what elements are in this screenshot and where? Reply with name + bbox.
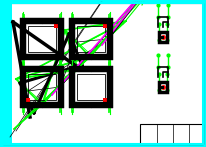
Bar: [166, 91, 168, 93]
Bar: [72, 21, 110, 57]
Bar: [108, 19, 112, 23]
Bar: [59, 67, 63, 71]
Bar: [54, 21, 61, 28]
Bar: [21, 19, 25, 23]
Bar: [108, 55, 112, 59]
Bar: [59, 55, 63, 59]
Bar: [166, 31, 168, 33]
Bar: [166, 41, 168, 43]
Bar: [59, 19, 63, 23]
Bar: [21, 103, 25, 107]
Bar: [28, 26, 56, 52]
Bar: [21, 55, 25, 59]
Bar: [162, 35, 165, 39]
Bar: [70, 103, 74, 107]
Bar: [158, 41, 160, 43]
Bar: [158, 81, 160, 83]
Bar: [23, 98, 30, 105]
Bar: [77, 74, 105, 100]
Bar: [70, 67, 74, 71]
Bar: [159, 32, 167, 42]
Bar: [162, 86, 165, 88]
Bar: [103, 98, 110, 105]
Bar: [23, 21, 61, 57]
Bar: [108, 103, 112, 107]
Bar: [72, 69, 110, 105]
Bar: [158, 91, 160, 93]
Bar: [158, 31, 160, 33]
Bar: [140, 124, 203, 144]
Bar: [166, 81, 168, 83]
Bar: [103, 21, 110, 28]
Bar: [72, 21, 110, 57]
Bar: [70, 19, 74, 23]
Bar: [23, 69, 61, 105]
Bar: [72, 69, 110, 105]
Bar: [28, 74, 56, 100]
Bar: [70, 55, 74, 59]
Bar: [108, 67, 112, 71]
Bar: [23, 69, 61, 105]
Bar: [21, 67, 25, 71]
Bar: [3, 3, 12, 144]
Bar: [159, 82, 167, 92]
Bar: [23, 21, 61, 57]
Bar: [59, 103, 63, 107]
Bar: [77, 26, 105, 52]
